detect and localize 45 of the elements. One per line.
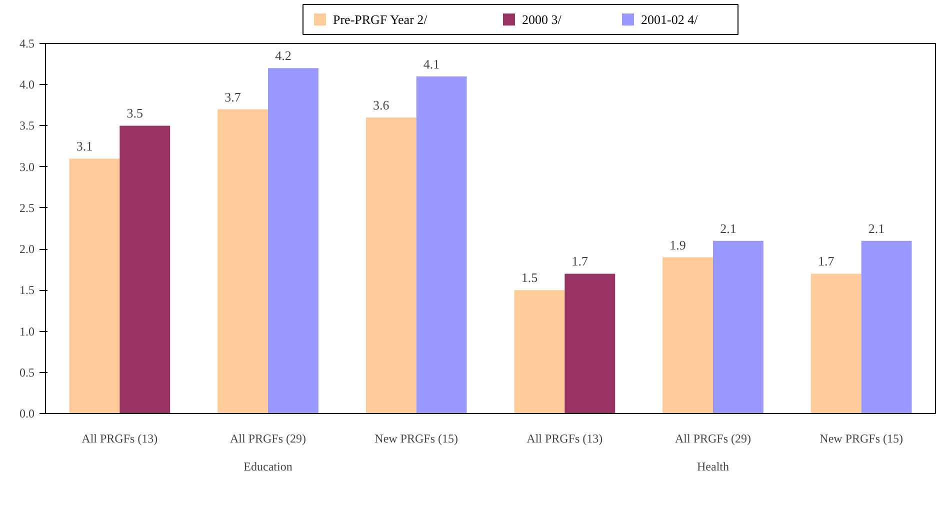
y-tick-label: 2.0 bbox=[20, 242, 34, 256]
bar bbox=[662, 257, 713, 414]
bar bbox=[416, 76, 467, 414]
data-label: 1.7 bbox=[818, 254, 835, 269]
data-label: 3.6 bbox=[372, 98, 390, 112]
data-label: 1.5 bbox=[521, 270, 538, 286]
data-label: 4.1 bbox=[423, 56, 440, 72]
legend-label: 2000 3/ bbox=[522, 12, 562, 27]
data-label: 1.7 bbox=[572, 254, 589, 269]
y-tick-label: 4.5 bbox=[20, 36, 34, 50]
bar bbox=[268, 68, 318, 414]
bar bbox=[69, 158, 120, 414]
y-tick-label: 0.5 bbox=[20, 365, 34, 380]
x-tick-label: All PRGFs (13) bbox=[82, 432, 158, 446]
y-tick-label: 3.5 bbox=[20, 118, 34, 133]
bar bbox=[514, 290, 565, 414]
text: Health bbox=[697, 460, 730, 474]
y-tick-label: 0.0 bbox=[20, 406, 34, 420]
bar bbox=[218, 109, 268, 414]
y-tick-label: 2.5 bbox=[20, 200, 34, 215]
bar bbox=[810, 274, 862, 414]
y-tick-label: 3.0 bbox=[20, 160, 34, 174]
x-tick-label: All PRGFs (29) bbox=[230, 432, 306, 446]
data-label: 1.9 bbox=[670, 237, 686, 252]
x-tick-label: New PRGFs (15) bbox=[374, 432, 458, 446]
legend-label: Pre-PRGF Year 2/ bbox=[333, 12, 428, 27]
x-tick-label: New PRGFs (15) bbox=[820, 432, 904, 446]
text: Education bbox=[244, 460, 292, 474]
y-tick-label: 4.0 bbox=[20, 78, 34, 92]
data-label: 4.2 bbox=[275, 48, 292, 64]
legend-label: 2001-02 4/ bbox=[641, 12, 698, 27]
y-tick-label: 1.5 bbox=[20, 283, 34, 298]
bar bbox=[120, 126, 170, 414]
bar bbox=[366, 118, 416, 414]
x-tick-label: All PRGFs (13) bbox=[526, 432, 603, 446]
x-tick-label: All PRGFs (29) bbox=[674, 432, 752, 446]
bar bbox=[861, 240, 912, 414]
data-label: 2.1 bbox=[720, 220, 736, 236]
data-label: 2.1 bbox=[868, 220, 885, 236]
data-label: 3.1 bbox=[76, 138, 93, 154]
bar bbox=[564, 274, 616, 414]
y-tick-label: 1.0 bbox=[20, 324, 34, 338]
bar bbox=[713, 240, 764, 414]
data-label: 3.7 bbox=[224, 89, 242, 104]
data-label: 3.5 bbox=[126, 106, 144, 121]
